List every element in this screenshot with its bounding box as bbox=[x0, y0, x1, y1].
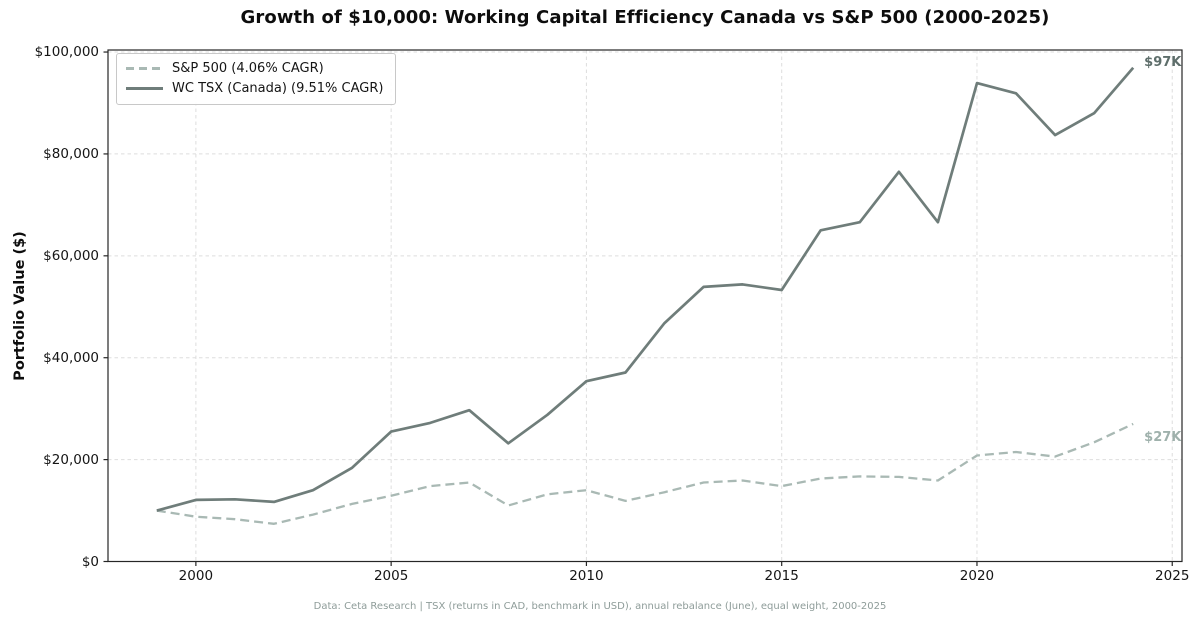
legend-line-sample-dashed bbox=[126, 67, 163, 70]
x-tick-label: 2000 bbox=[178, 568, 214, 584]
footer-note: Data: Ceta Research | TSX (returns in CA… bbox=[313, 601, 887, 612]
y-tick-label: $40,000 bbox=[43, 349, 99, 366]
legend-item-wctsx: WC TSX (Canada) (9.51% CAGR) bbox=[126, 81, 383, 96]
legend-label: S&P 500 (4.06% CAGR) bbox=[172, 61, 324, 76]
legend: S&P 500 (4.06% CAGR) WC TSX (Canada) (9.… bbox=[116, 53, 397, 105]
y-tick-label: $0 bbox=[81, 553, 99, 570]
x-tick-label: 2005 bbox=[373, 568, 409, 584]
series-line-sp500 bbox=[156, 422, 1134, 525]
legend-label: WC TSX (Canada) (9.51% CAGR) bbox=[172, 81, 384, 96]
y-tick-label: $100,000 bbox=[34, 44, 99, 61]
x-tick-label: 2020 bbox=[959, 568, 995, 584]
legend-line-sample-solid bbox=[126, 87, 163, 90]
x-tick-label: 2025 bbox=[1155, 568, 1190, 584]
end-value-label-sp500: $27K bbox=[1144, 429, 1182, 445]
x-tick-label: 2010 bbox=[569, 568, 604, 584]
legend-item-sp500: S&P 500 (4.06% CAGR) bbox=[126, 61, 383, 76]
y-tick-label: $80,000 bbox=[43, 145, 99, 162]
end-value-label-wctsx: $97K bbox=[1144, 54, 1182, 70]
chart-title: Growth of $10,000: Working Capital Effic… bbox=[240, 7, 1050, 28]
plot-frame bbox=[107, 49, 1183, 563]
x-tick-label: 2015 bbox=[764, 568, 799, 584]
y-tick-label: $60,000 bbox=[43, 247, 99, 264]
series-line-wctsx bbox=[156, 66, 1135, 512]
y-tick-label: $20,000 bbox=[43, 451, 99, 468]
